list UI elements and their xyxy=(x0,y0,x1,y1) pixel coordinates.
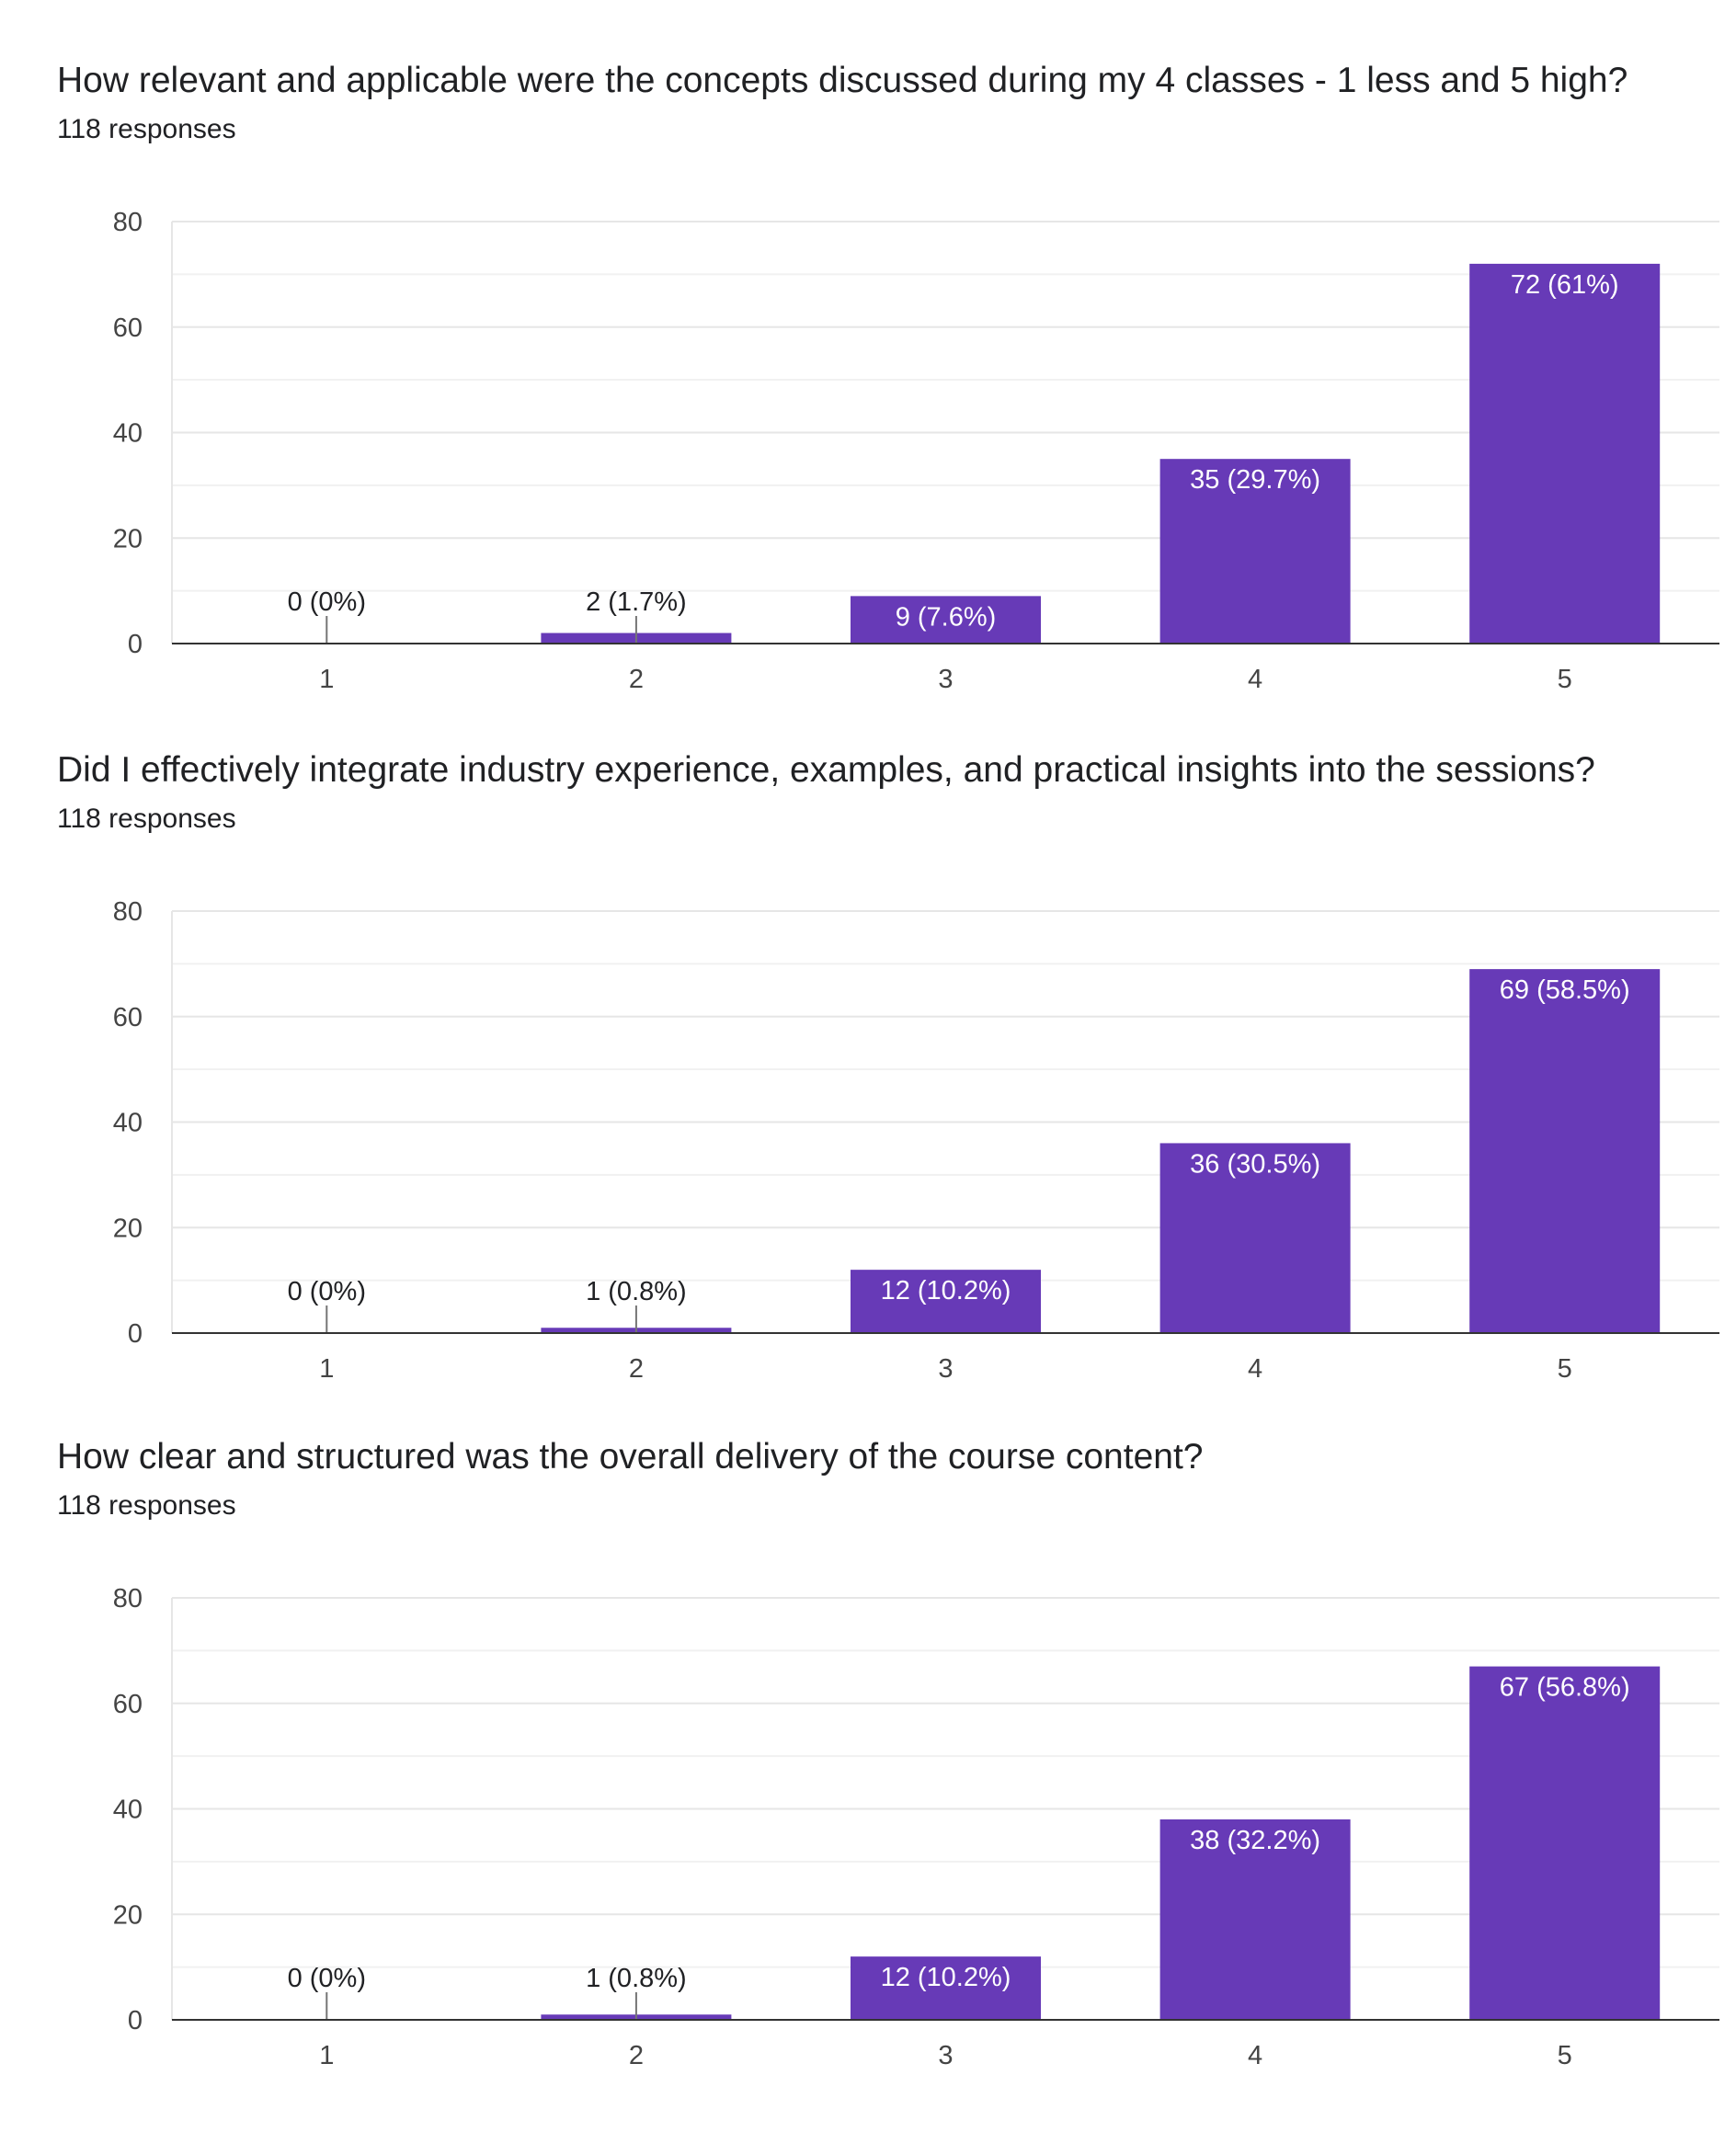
data-label: 35 (29.7%) xyxy=(1190,465,1320,495)
bar xyxy=(1159,1818,1351,2020)
x-tick-label: 4 xyxy=(1248,2041,1262,2070)
y-tick-label: 60 xyxy=(113,314,143,343)
question-title: How relevant and applicable were the con… xyxy=(57,61,1628,100)
y-tick-label: 60 xyxy=(113,1690,143,1719)
response-count: 118 responses xyxy=(57,1490,236,1521)
x-tick-label: 1 xyxy=(319,665,334,694)
x-tick-label: 1 xyxy=(319,1354,334,1384)
x-tick-label: 1 xyxy=(319,2041,334,2070)
response-count: 118 responses xyxy=(57,114,236,144)
bar xyxy=(1469,263,1661,644)
y-tick-label: 0 xyxy=(128,1319,143,1349)
bar-chart: 0 20 40 60 80 0 (0%) 1 2 (1.7%) 2 9 (7.6%) 3 35 (29… xyxy=(113,208,1719,694)
data-label: 2 (1.7%) xyxy=(586,587,687,617)
y-tick-label: 20 xyxy=(113,1214,143,1243)
x-tick-label: 3 xyxy=(938,2041,953,2070)
x-tick-label: 3 xyxy=(938,1354,953,1384)
y-tick-label: 40 xyxy=(113,419,143,449)
response-count: 118 responses xyxy=(57,804,236,834)
x-tick-label: 5 xyxy=(1558,1354,1572,1384)
data-label: 72 (61%) xyxy=(1511,270,1619,300)
data-label: 69 (58.5%) xyxy=(1500,975,1630,1005)
x-tick-label: 5 xyxy=(1558,665,1572,694)
data-label: 0 (0%) xyxy=(288,1277,366,1306)
bar xyxy=(851,1270,1041,1333)
data-label: 12 (10.2%) xyxy=(881,1276,1011,1305)
x-tick-label: 2 xyxy=(629,665,644,694)
bar-chart: 0 20 40 60 80 0 (0%) 1 1 (0.8%) 2 12 (10.2%) 3 38 (… xyxy=(113,1584,1719,2070)
y-tick-label: 20 xyxy=(113,524,143,553)
bar xyxy=(851,1956,1041,2020)
question-title: Did I effectively integrate industry exp… xyxy=(57,750,1595,790)
y-tick-label: 40 xyxy=(113,1109,143,1138)
data-label: 1 (0.8%) xyxy=(586,1277,687,1306)
data-label: 67 (56.8%) xyxy=(1500,1673,1630,1703)
y-tick-label: 40 xyxy=(113,1796,143,1825)
y-tick-label: 0 xyxy=(128,630,143,659)
x-tick-label: 4 xyxy=(1248,665,1262,694)
bar xyxy=(1159,459,1351,644)
bar xyxy=(1469,1666,1661,2020)
bar xyxy=(1159,1143,1351,1333)
data-label: 38 (32.2%) xyxy=(1190,1826,1320,1855)
x-tick-label: 3 xyxy=(938,665,953,694)
chart-section-2: Did I effectively integrate industry exp… xyxy=(0,690,1736,1400)
data-label: 0 (0%) xyxy=(288,587,366,617)
data-label: 1 (0.8%) xyxy=(586,1964,687,1993)
y-tick-label: 80 xyxy=(113,897,143,927)
y-tick-label: 80 xyxy=(113,1584,143,1613)
chart-section-3: How clear and structured was the overall… xyxy=(0,1376,1736,2087)
data-label: 9 (7.6%) xyxy=(896,602,997,632)
data-label: 36 (30.5%) xyxy=(1190,1149,1320,1179)
x-tick-label: 5 xyxy=(1558,2041,1572,2070)
y-tick-label: 20 xyxy=(113,1900,143,1930)
data-label: 12 (10.2%) xyxy=(881,1963,1011,1992)
question-title: How clear and structured was the overall… xyxy=(57,1437,1204,1476)
x-tick-label: 2 xyxy=(629,1354,644,1384)
x-tick-label: 4 xyxy=(1248,1354,1262,1384)
x-tick-label: 2 xyxy=(629,2041,644,2070)
bar-chart: 0 20 40 60 80 0 (0%) 1 1 (0.8%) 2 12 (10.2%) 3 36 (… xyxy=(113,897,1719,1384)
data-label: 0 (0%) xyxy=(288,1964,366,1993)
bar xyxy=(851,596,1041,644)
bar xyxy=(1469,969,1661,1333)
y-tick-label: 60 xyxy=(113,1003,143,1032)
chart-section-1: How relevant and applicable were the con… xyxy=(0,0,1736,711)
y-tick-label: 80 xyxy=(113,208,143,237)
y-tick-label: 0 xyxy=(128,2006,143,2035)
